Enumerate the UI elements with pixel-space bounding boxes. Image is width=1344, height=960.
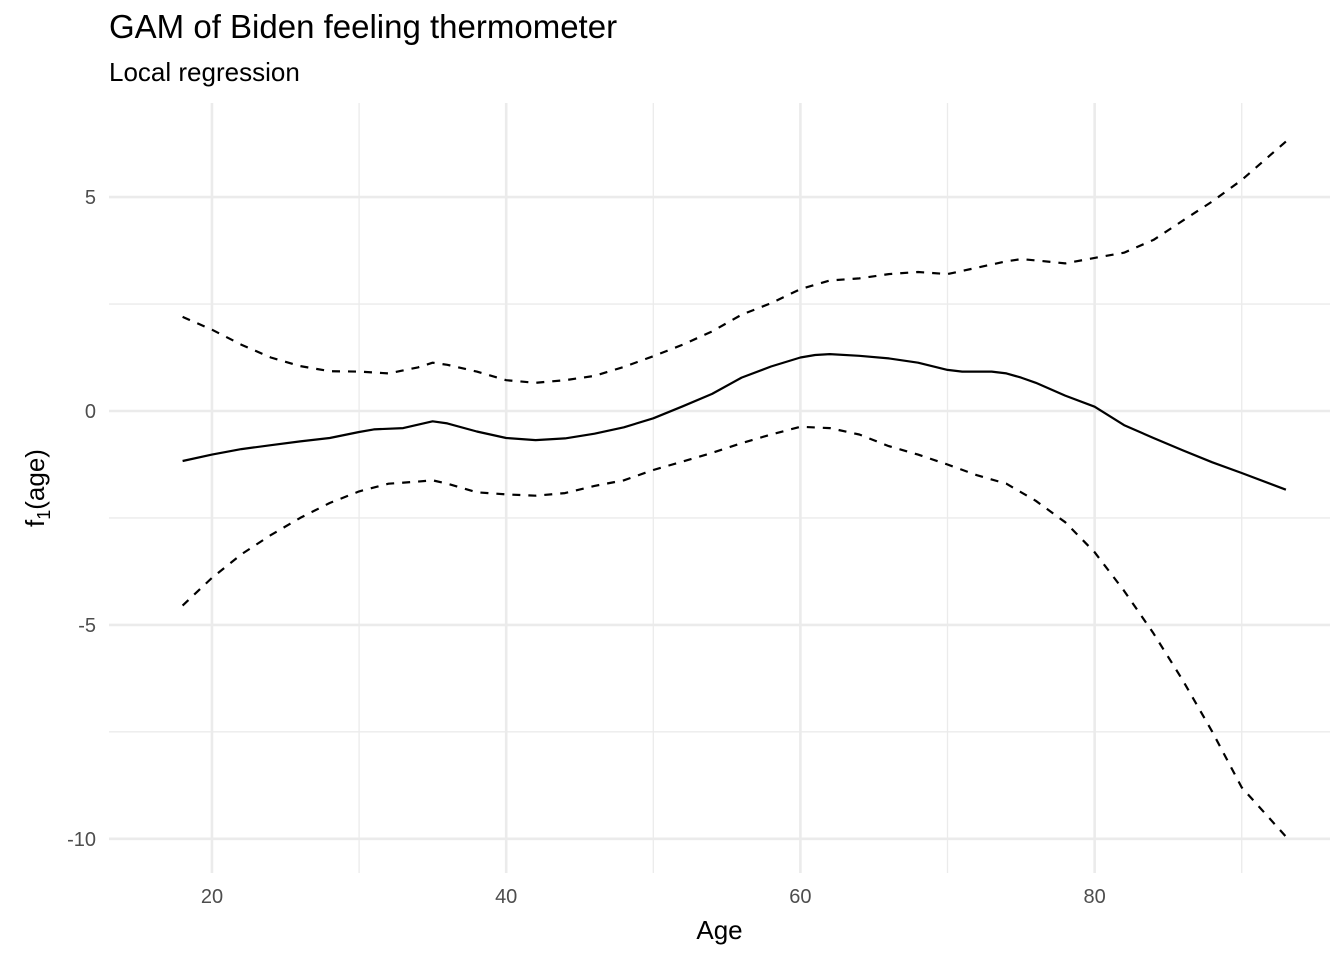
y-axis-title-rest: (age) [20, 449, 50, 510]
x-axis-ticks: 20 40 60 80 [201, 886, 1106, 908]
y-axis-title: f1(age) [20, 449, 54, 527]
x-tick-label: 80 [1084, 886, 1106, 908]
y-tick-label: -5 [78, 615, 96, 637]
y-tick-label: 0 [85, 401, 96, 423]
x-tick-label: 40 [495, 886, 517, 908]
y-tick-label: -10 [67, 829, 96, 851]
major-gridlines [109, 103, 1330, 873]
smooth-fit-line [183, 354, 1286, 490]
upper-confidence-line [183, 142, 1286, 383]
y-tick-label: 5 [85, 187, 96, 209]
y-axis-ticks: -10 -5 0 5 [67, 187, 96, 851]
lower-confidence-line [183, 427, 1286, 837]
minor-gridlines [109, 103, 1330, 873]
x-tick-label: 60 [789, 886, 811, 908]
x-axis-title: Age [696, 915, 742, 945]
x-tick-label: 20 [201, 886, 223, 908]
y-axis-title-subscript: 1 [34, 510, 54, 520]
